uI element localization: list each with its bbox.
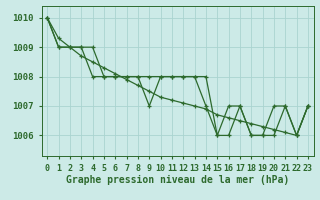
- X-axis label: Graphe pression niveau de la mer (hPa): Graphe pression niveau de la mer (hPa): [66, 175, 289, 185]
